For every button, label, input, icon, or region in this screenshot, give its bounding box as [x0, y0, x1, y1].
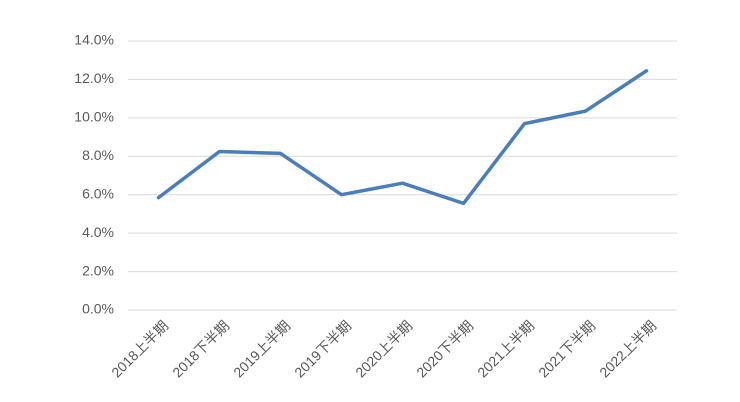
x-tick-label: 2021下半期: [535, 317, 598, 380]
y-tick-label: 0.0%: [82, 301, 114, 317]
y-tick-label: 8.0%: [82, 147, 114, 163]
y-tick-label: 2.0%: [82, 262, 114, 278]
y-tick-label: 4.0%: [82, 224, 114, 240]
x-tick-label: 2019下半期: [291, 317, 354, 380]
x-tick-label: 2020上半期: [352, 317, 415, 380]
line: [156, 69, 649, 206]
y-tick-label: 12.0%: [74, 70, 114, 86]
x-tick-label: 2018下半期: [169, 317, 232, 380]
x-tick-label: 2018上半期: [108, 317, 171, 380]
x-tick-label: 2022上半期: [596, 317, 659, 380]
x-tick-label: 2019上半期: [230, 317, 293, 380]
y-tick-label: 14.0%: [74, 32, 114, 48]
x-tick-label: 2021上半期: [474, 317, 537, 380]
y-tick-label: 6.0%: [82, 185, 114, 201]
y-tick-label: 10.0%: [74, 109, 114, 125]
x-tick-label: 2020下半期: [413, 317, 476, 380]
